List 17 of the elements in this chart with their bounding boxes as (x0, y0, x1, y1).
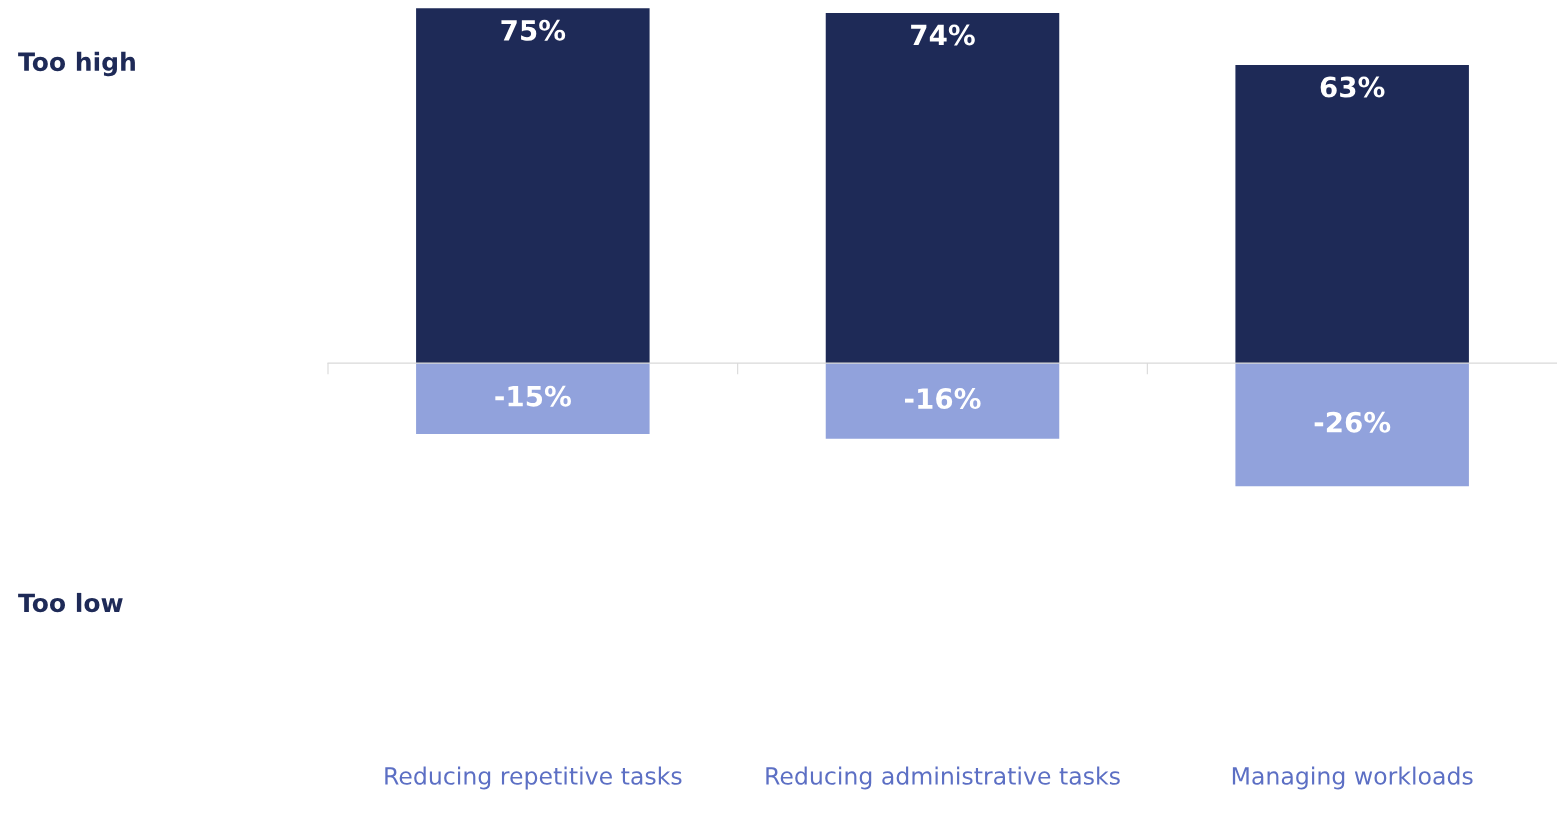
bar (825, 363, 1060, 439)
data-label: 74% (911, 24, 975, 46)
bar (1235, 64, 1469, 364)
text: Too high (18, 51, 135, 77)
bar (1235, 363, 1469, 487)
bar (416, 8, 650, 364)
data-label: -15% (495, 385, 571, 407)
data-label: -16% (905, 388, 981, 410)
text: Too low (18, 592, 123, 613)
x-tick-label: Reducing administrative tasks (766, 766, 1120, 790)
data-label: -26% (1314, 411, 1391, 433)
x-tick-label: Managing workloads (1232, 766, 1473, 790)
bar (416, 363, 650, 435)
data-label: 63% (1320, 76, 1385, 98)
data-label: 75% (501, 19, 566, 41)
x-tick-label: Reducing repetitive tasks (385, 766, 682, 790)
bar (825, 12, 1060, 364)
